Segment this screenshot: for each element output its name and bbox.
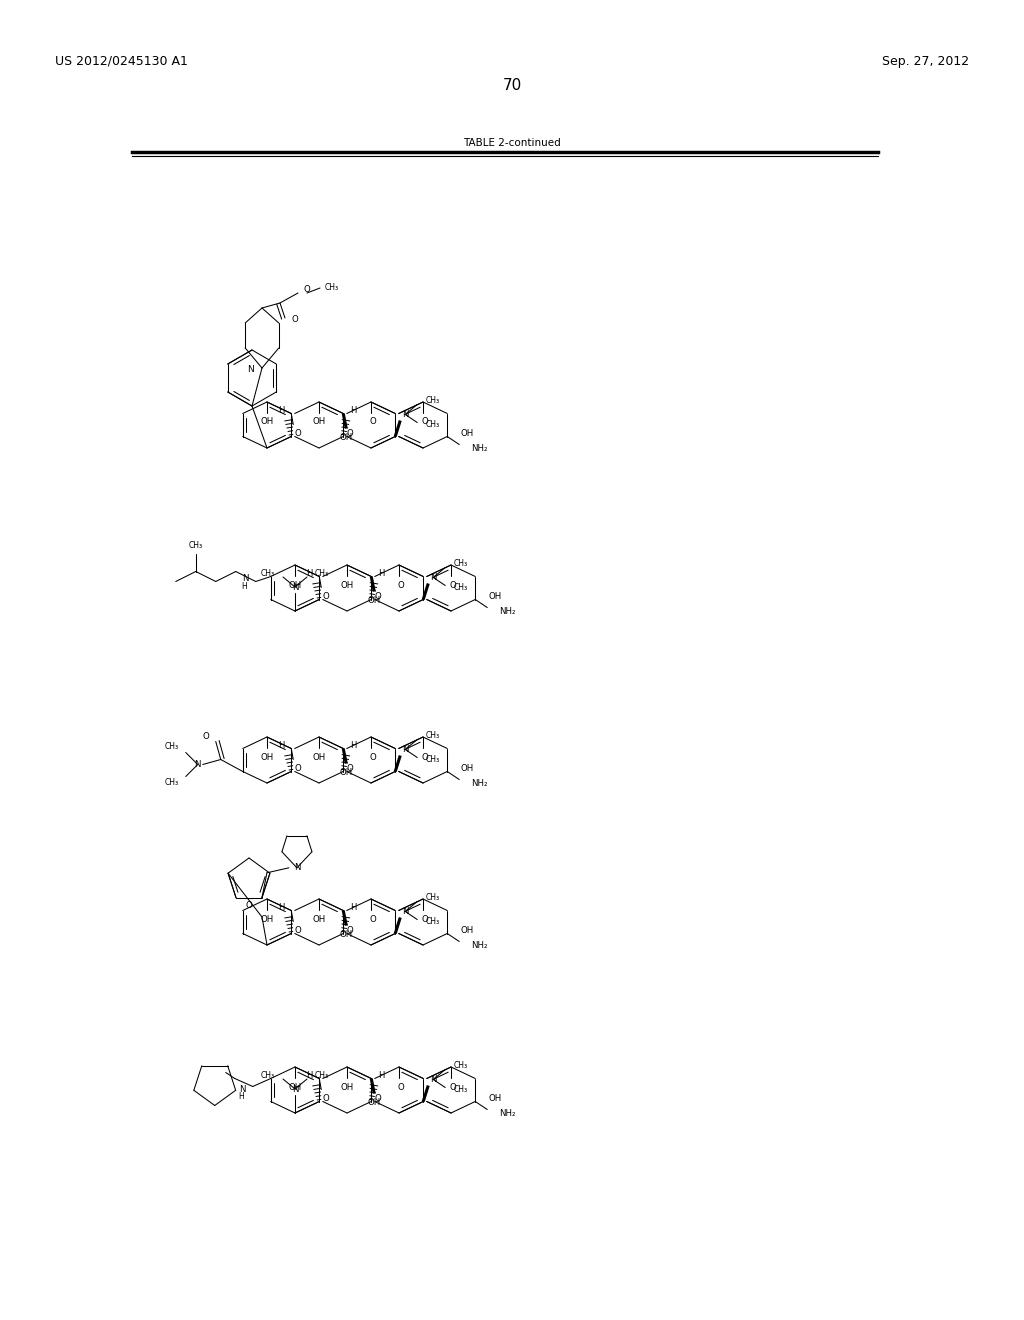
Text: O: O — [422, 417, 428, 426]
Text: N: N — [402, 907, 409, 916]
Text: CH₃: CH₃ — [454, 583, 467, 591]
Text: O: O — [347, 764, 353, 774]
Text: H: H — [306, 569, 312, 578]
Text: CH₃: CH₃ — [454, 558, 467, 568]
Text: CH₃: CH₃ — [425, 396, 439, 405]
Text: H: H — [378, 569, 384, 578]
Text: NH₂: NH₂ — [500, 1109, 516, 1118]
Text: H: H — [241, 582, 247, 591]
Text: OH: OH — [260, 752, 273, 762]
Text: OH: OH — [340, 1082, 353, 1092]
Text: O: O — [292, 315, 298, 325]
Text: O: O — [397, 1082, 404, 1092]
Text: OH: OH — [340, 433, 353, 442]
Text: OH: OH — [260, 417, 273, 426]
Text: OH: OH — [488, 591, 502, 601]
Text: Sep. 27, 2012: Sep. 27, 2012 — [882, 55, 969, 69]
Text: O: O — [303, 285, 309, 294]
Text: O: O — [397, 581, 404, 590]
Text: OH: OH — [312, 752, 326, 762]
Text: OH: OH — [488, 1094, 502, 1104]
Text: N: N — [430, 573, 436, 582]
Text: OH: OH — [312, 915, 326, 924]
Text: NH₂: NH₂ — [471, 941, 487, 950]
Text: H: H — [279, 741, 285, 750]
Text: N: N — [402, 744, 409, 754]
Text: O: O — [422, 915, 428, 924]
Text: CH₃: CH₃ — [425, 755, 439, 764]
Text: NH₂: NH₂ — [471, 779, 487, 788]
Text: CH₃: CH₃ — [454, 1061, 467, 1071]
Text: NH₂: NH₂ — [471, 444, 487, 453]
Text: O: O — [295, 764, 302, 774]
Text: OH: OH — [368, 1098, 381, 1107]
Text: N: N — [243, 574, 249, 583]
Text: OH: OH — [340, 931, 353, 939]
Text: H: H — [350, 407, 356, 414]
Text: O: O — [347, 927, 353, 935]
Text: O: O — [422, 752, 428, 762]
Text: CH₃: CH₃ — [188, 541, 203, 550]
Text: OH: OH — [289, 581, 302, 590]
Text: OH: OH — [460, 429, 473, 438]
Text: O: O — [347, 429, 353, 438]
Text: N: N — [292, 582, 298, 591]
Text: O: O — [323, 591, 330, 601]
Text: CH₃: CH₃ — [425, 917, 439, 927]
Text: O: O — [375, 1094, 382, 1104]
Text: N: N — [240, 1085, 246, 1094]
Text: CH₃: CH₃ — [454, 1085, 467, 1094]
Text: 70: 70 — [503, 78, 521, 92]
Text: CH₃: CH₃ — [261, 1071, 275, 1080]
Text: OH: OH — [368, 597, 381, 605]
Text: N: N — [292, 1085, 298, 1093]
Text: CH₃: CH₃ — [165, 742, 179, 751]
Text: H: H — [238, 1092, 244, 1101]
Text: O: O — [375, 591, 382, 601]
Text: H: H — [350, 903, 356, 912]
Text: O: O — [323, 1094, 330, 1104]
Text: O: O — [450, 1082, 457, 1092]
Text: NH₂: NH₂ — [500, 607, 516, 616]
Text: US 2012/0245130 A1: US 2012/0245130 A1 — [55, 55, 187, 69]
Text: N: N — [430, 1074, 436, 1084]
Text: CH₃: CH₃ — [315, 1071, 329, 1080]
Text: CH₃: CH₃ — [325, 284, 339, 293]
Text: CH₃: CH₃ — [425, 731, 439, 741]
Text: O: O — [295, 429, 302, 438]
Text: H: H — [350, 741, 356, 750]
Text: TABLE 2-continued: TABLE 2-continued — [463, 139, 561, 148]
Text: OH: OH — [260, 915, 273, 924]
Text: O: O — [295, 927, 302, 935]
Text: N: N — [402, 411, 409, 418]
Text: O: O — [370, 417, 377, 426]
Text: OH: OH — [460, 927, 473, 935]
Text: CH₃: CH₃ — [315, 569, 329, 578]
Text: CH₃: CH₃ — [261, 569, 275, 578]
Text: OH: OH — [312, 417, 326, 426]
Text: O: O — [203, 733, 209, 741]
Text: OH: OH — [289, 1082, 302, 1092]
Text: N: N — [195, 760, 201, 770]
Text: OH: OH — [340, 768, 353, 777]
Text: O: O — [246, 900, 252, 909]
Text: CH₃: CH₃ — [165, 777, 179, 787]
Text: O: O — [450, 581, 457, 590]
Text: N: N — [294, 863, 300, 873]
Text: H: H — [279, 407, 285, 414]
Text: H: H — [279, 903, 285, 912]
Text: N: N — [247, 366, 253, 375]
Text: H: H — [306, 1071, 312, 1080]
Text: CH₃: CH₃ — [425, 420, 439, 429]
Text: CH₃: CH₃ — [425, 894, 439, 902]
Text: H: H — [378, 1071, 384, 1080]
Text: O: O — [370, 915, 377, 924]
Text: O: O — [370, 752, 377, 762]
Text: OH: OH — [460, 764, 473, 774]
Text: OH: OH — [340, 581, 353, 590]
